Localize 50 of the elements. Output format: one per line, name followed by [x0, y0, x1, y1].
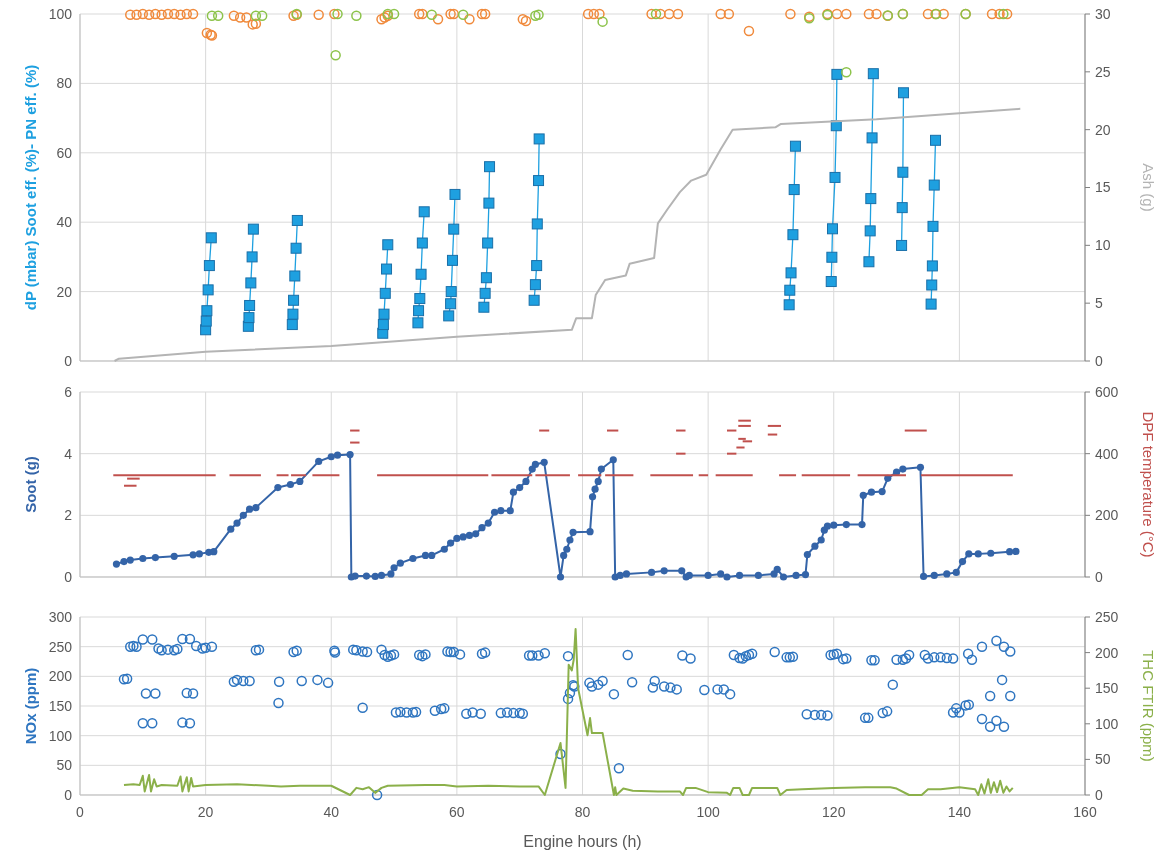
y-tick-label: 20 [56, 283, 73, 300]
y-tick-label: 100 [48, 727, 73, 744]
y-tick-label: 4 [64, 445, 73, 462]
y2-tick-label: 600 [1095, 383, 1119, 400]
y-tick-label: 40 [56, 214, 73, 231]
y-axis-title: NOx (ppm) [22, 667, 39, 745]
x-tick-label: 120 [822, 804, 846, 820]
y2-tick-label: 25 [1095, 63, 1111, 80]
y2-axis-title: DPF temperature (°C) [1140, 411, 1157, 558]
y-tick-label: 60 [56, 144, 73, 161]
y2-tick-label: 15 [1095, 179, 1111, 196]
y-tick-label: 200 [48, 668, 73, 685]
y2-tick-label: 10 [1095, 237, 1111, 254]
y2-tick-label: 200 [1095, 507, 1119, 524]
y-tick-label: 6 [64, 383, 73, 400]
y2-tick-label: 150 [1095, 680, 1119, 697]
x-tick-label: 80 [574, 804, 591, 820]
y-tick-label: 2 [64, 507, 73, 524]
y2-tick-label: 20 [1095, 121, 1111, 138]
y-tick-label: 0 [64, 786, 73, 803]
y2-tick-label: 50 [1095, 751, 1111, 768]
y2-axis-title: THC FTIR (ppm) [1140, 650, 1157, 762]
y-tick-label: 0 [64, 568, 73, 585]
y-tick-label: 0 [64, 352, 73, 369]
y-tick-label: 50 [56, 757, 73, 774]
y2-tick-label: 5 [1095, 295, 1103, 312]
y2-tick-label: 0 [1095, 786, 1103, 803]
x-tick-label: 60 [449, 804, 465, 820]
y-axis-title: Soot (g) [22, 456, 39, 513]
y2-tick-label: 400 [1095, 445, 1119, 462]
x-tick-label: 0 [76, 804, 85, 820]
x-tick-label: 140 [947, 804, 972, 820]
y2-tick-label: 0 [1095, 568, 1103, 585]
y-tick-label: 300 [48, 608, 73, 625]
y2-tick-label: 30 [1095, 5, 1111, 22]
x-tick-label: 20 [197, 804, 214, 820]
y2-tick-label: 0 [1095, 352, 1103, 369]
y-tick-label: 250 [48, 638, 73, 655]
y2-tick-label: 100 [1095, 715, 1119, 732]
x-tick-label: 40 [323, 804, 340, 820]
y2-tick-label: 200 [1095, 644, 1119, 661]
y2-axis-title: Ash (g) [1140, 163, 1157, 212]
y-tick-label: 80 [56, 75, 73, 92]
y2-tick-label: 250 [1095, 608, 1119, 625]
y-axis-title: dP (mbar) Soot eff. (%)- PN eff. (%) [22, 64, 39, 311]
x-tick-label: 100 [696, 804, 721, 820]
x-axis-title: Engine hours (h) [523, 833, 642, 850]
y-tick-label: 150 [48, 697, 73, 714]
x-tick-label: 160 [1073, 804, 1097, 820]
y-tick-label: 100 [48, 5, 73, 22]
